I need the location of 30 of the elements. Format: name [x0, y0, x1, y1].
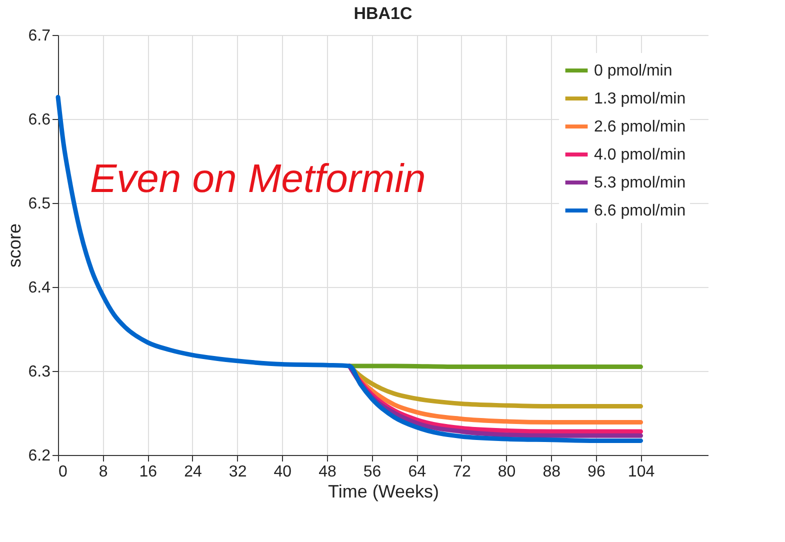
y-tick-label: 6.4	[28, 280, 51, 296]
annotation: Even on Metformin	[90, 157, 426, 201]
x-tick-label: 88	[542, 464, 561, 480]
chart-title: HBA1C	[354, 4, 412, 23]
legend-label: 1.3 pmol/min	[594, 90, 686, 108]
legend-label: 2.6 pmol/min	[594, 118, 686, 136]
y-tick-label: 6.2	[28, 448, 51, 464]
y-tick-label: 6.6	[28, 112, 51, 128]
x-tick-label: 96	[588, 464, 606, 480]
x-tick-label: 24	[184, 464, 202, 480]
y-axis-title: score	[4, 223, 24, 268]
x-tick-label: 56	[363, 464, 382, 480]
x-tick-label: 0	[58, 464, 68, 480]
x-tick-label: 48	[318, 464, 336, 480]
x-tick-label: 8	[98, 464, 108, 480]
x-tick-label: 32	[228, 464, 247, 480]
legend-label: 6.6 pmol/min	[594, 202, 686, 220]
x-tick-label: 40	[274, 464, 292, 480]
legend-label: 5.3 pmol/min	[594, 174, 686, 192]
x-axis-title: Time (Weeks)	[328, 482, 440, 502]
y-tick-label: 6.7	[28, 28, 51, 44]
x-tick-label: 104	[628, 464, 655, 480]
y-tick-label: 6.5	[28, 196, 51, 212]
y-tick-label: 6.3	[28, 364, 51, 380]
legend-label: 0 pmol/min	[594, 62, 672, 80]
legend-label: 4.0 pmol/min	[594, 146, 686, 164]
x-tick-label: 16	[139, 464, 158, 480]
x-tick-label: 80	[498, 464, 516, 480]
x-tick-label: 64	[408, 464, 426, 480]
x-tick-label: 72	[453, 464, 471, 480]
